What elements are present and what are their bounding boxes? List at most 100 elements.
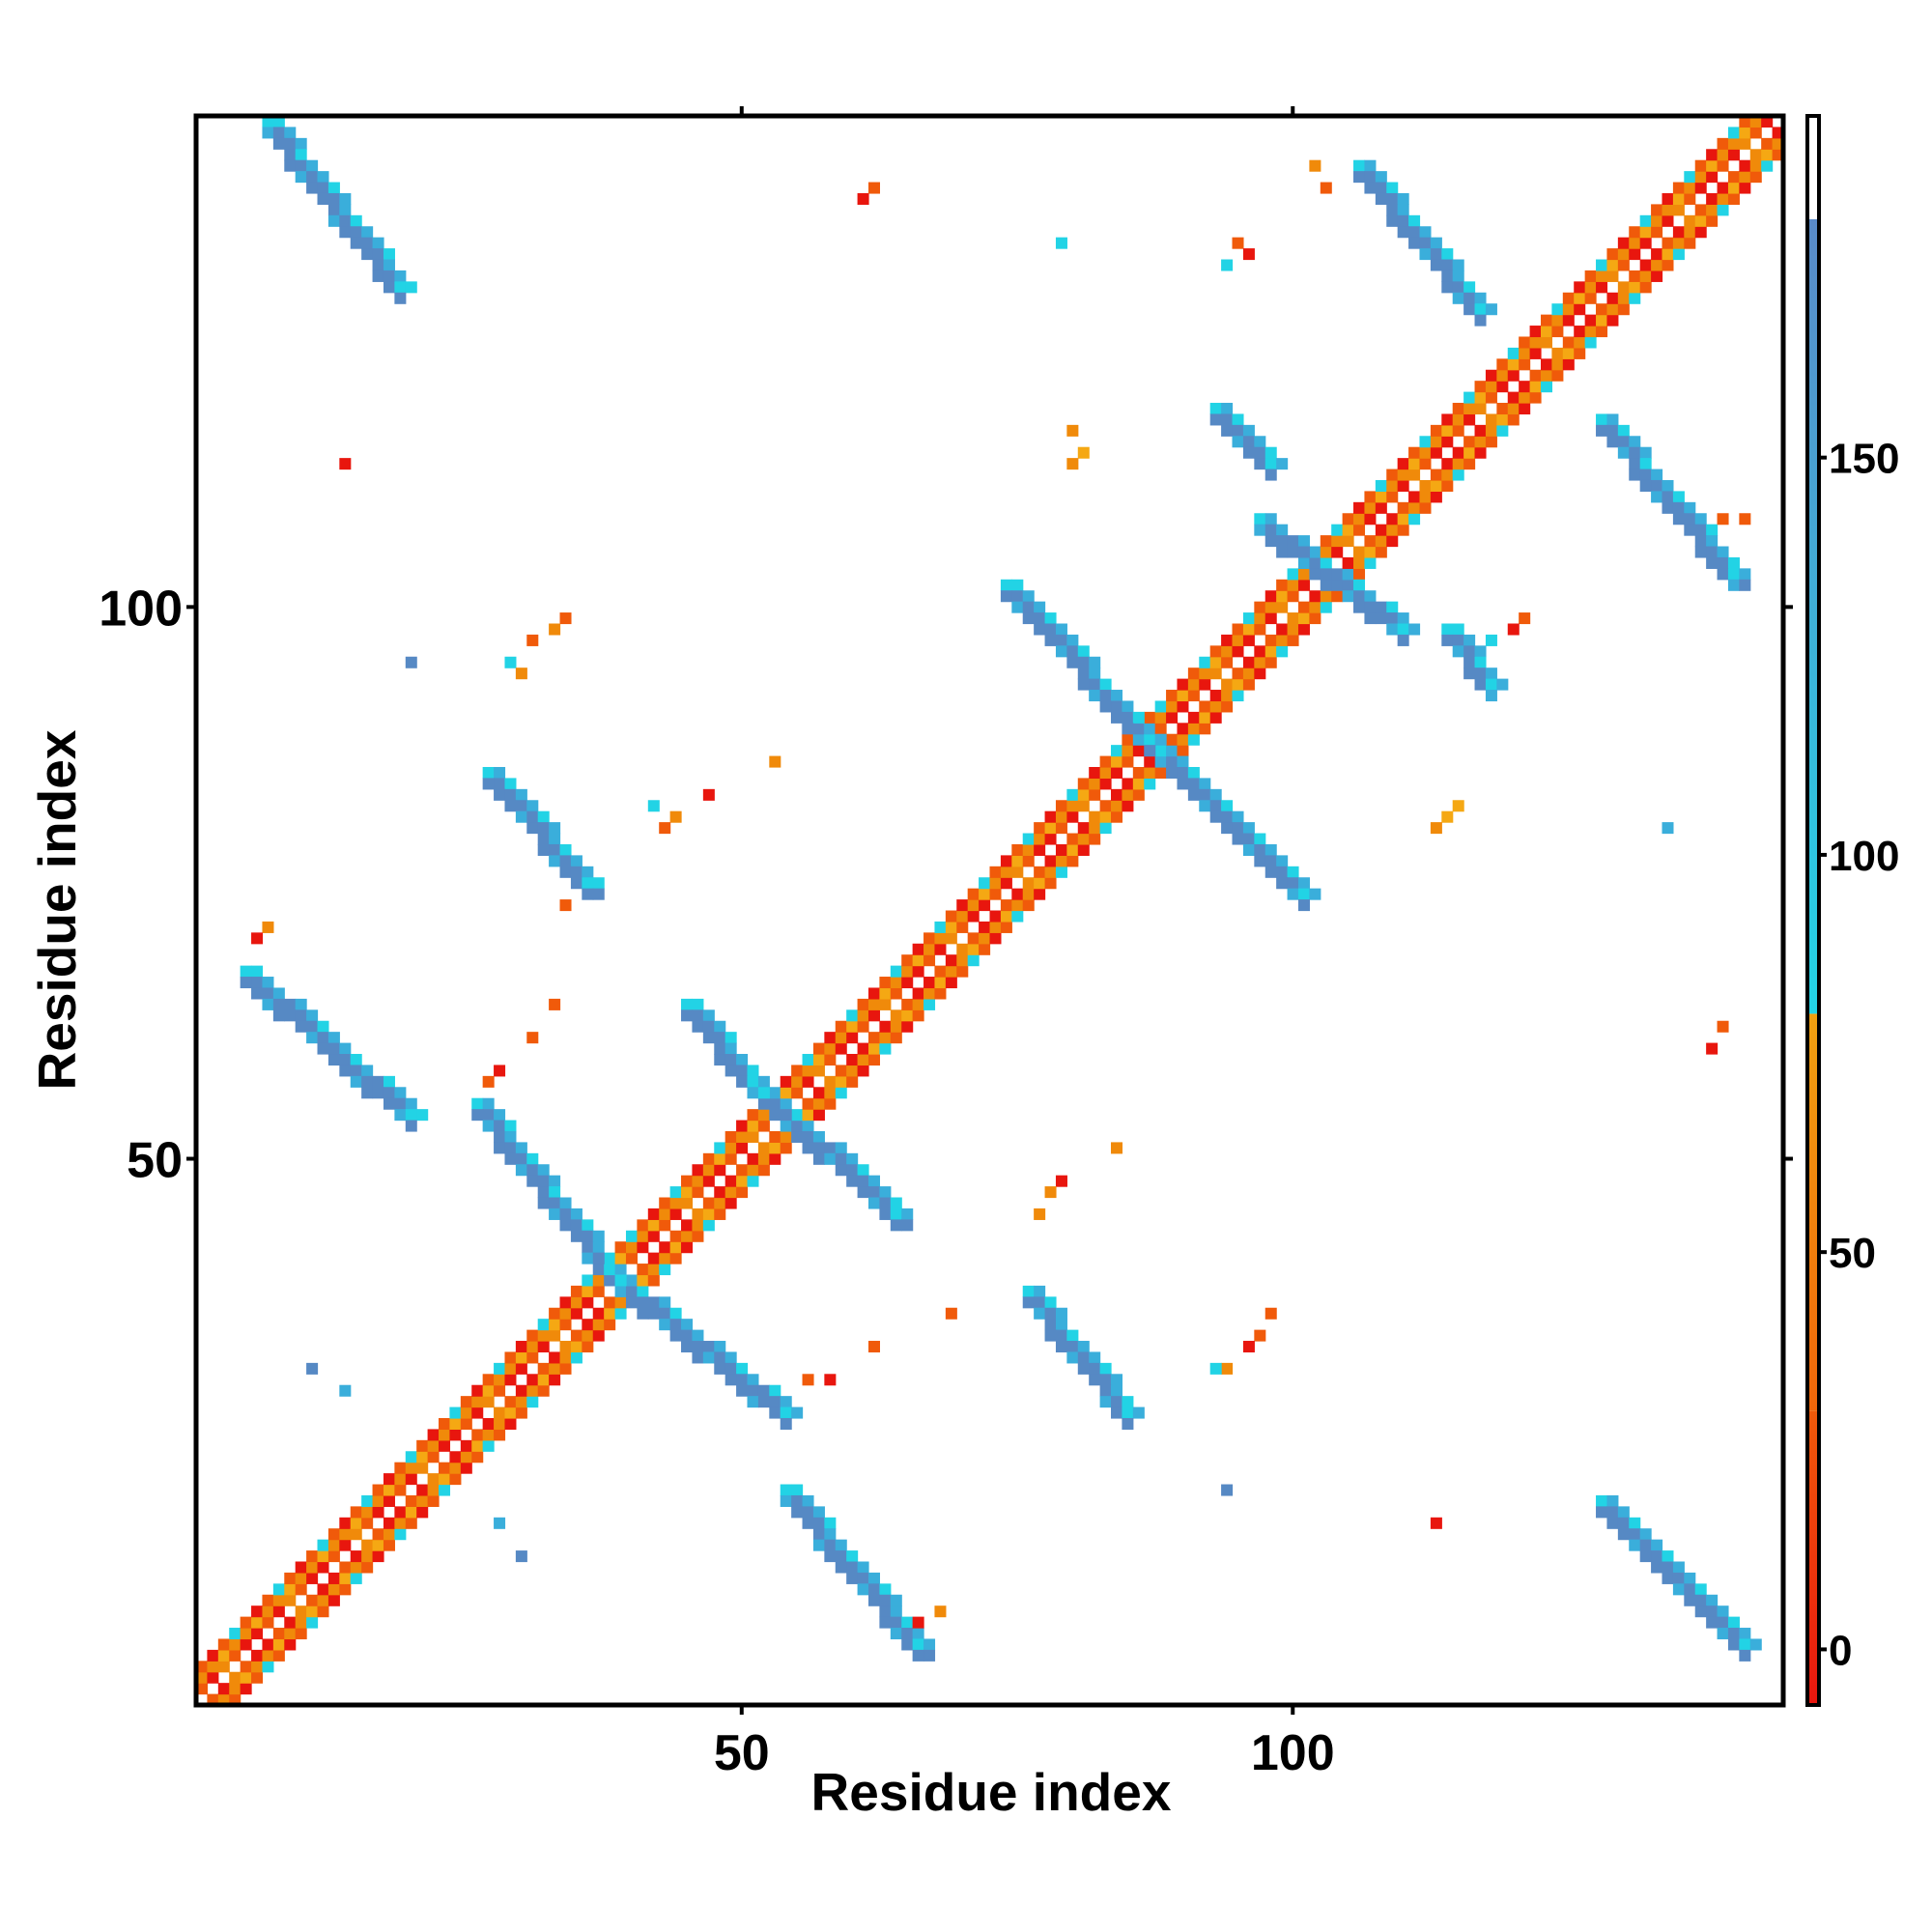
heatmap-cell — [637, 1241, 649, 1254]
heatmap-cell — [1132, 711, 1145, 724]
heatmap-cell — [747, 1396, 759, 1408]
heatmap-cell — [1242, 436, 1255, 448]
heatmap-cell — [1452, 292, 1464, 304]
heatmap-cell — [1077, 1341, 1090, 1353]
heatmap-cell — [956, 921, 969, 933]
heatmap-cell — [1044, 634, 1057, 646]
heatmap-cell — [1507, 358, 1520, 371]
heatmap-cell — [1242, 248, 1255, 261]
heatmap-cell — [526, 1396, 539, 1408]
heatmap-cell — [1596, 303, 1608, 316]
heatmap-cell — [582, 1319, 594, 1331]
heatmap-cell — [1011, 910, 1024, 923]
heatmap-cell — [1739, 1638, 1751, 1651]
heatmap-cell — [1397, 623, 1409, 636]
heatmap-cell — [295, 1572, 307, 1584]
heatmap-cell — [1408, 458, 1421, 470]
heatmap-cell — [1221, 259, 1234, 271]
heatmap-cell — [1474, 668, 1487, 680]
heatmap-cell — [802, 1130, 814, 1143]
heatmap-cell — [1264, 458, 1277, 470]
heatmap-cell — [1187, 788, 1200, 801]
heatmap-cell — [1706, 1616, 1719, 1629]
heatmap-cell — [1739, 182, 1751, 194]
heatmap-cell — [835, 1020, 847, 1033]
heatmap-cell — [405, 1473, 417, 1486]
heatmap-cell — [1463, 292, 1476, 304]
heatmap-cell — [1177, 733, 1189, 746]
heatmap-cell — [1055, 866, 1067, 878]
heatmap-cell — [1297, 546, 1310, 558]
heatmap-cell — [681, 998, 694, 1010]
heatmap-cell — [449, 1462, 462, 1474]
heatmap-cell — [1276, 590, 1289, 603]
heatmap-cell — [1551, 358, 1564, 371]
heatmap-cell — [1287, 866, 1299, 878]
heatmap-cells — [196, 116, 1783, 1705]
heatmap-cell — [405, 1506, 417, 1519]
heatmap-cell — [1739, 1649, 1751, 1662]
heatmap-cell — [1364, 612, 1377, 625]
heatmap-cell — [1408, 469, 1421, 481]
heatmap-cell — [317, 182, 329, 194]
heatmap-cell — [1474, 314, 1487, 327]
heatmap-cell — [494, 1406, 506, 1419]
heatmap-cell — [1474, 391, 1487, 404]
heatmap-cell — [295, 1628, 307, 1640]
heatmap-cell — [1276, 877, 1289, 890]
heatmap-cell — [979, 943, 991, 955]
heatmap-cell — [306, 1032, 319, 1044]
heatmap-cell — [284, 1594, 297, 1606]
heatmap-cell — [1287, 634, 1299, 646]
heatmap-cell — [1629, 458, 1641, 470]
heatmap-cell — [637, 1307, 649, 1320]
heatmap-cell — [1066, 788, 1079, 801]
heatmap-cell — [405, 1494, 417, 1507]
heatmap-cell — [317, 1550, 329, 1563]
heatmap-cell — [1022, 899, 1035, 912]
heatmap-cell — [1132, 778, 1145, 790]
heatmap-cell — [1199, 700, 1211, 713]
heatmap-cell — [361, 1075, 374, 1088]
heatmap-cell — [1441, 270, 1454, 282]
heatmap-cell — [604, 1307, 616, 1320]
heatmap-cell — [714, 1054, 726, 1066]
heatmap-cell — [217, 1649, 230, 1662]
heatmap-cell — [1727, 1638, 1740, 1651]
heatmap-cell — [1717, 556, 1729, 569]
heatmap-cell — [251, 965, 264, 978]
heatmap-cell — [1066, 855, 1079, 867]
heatmap-cell — [1596, 326, 1608, 338]
heatmap-cell — [1089, 656, 1101, 668]
heatmap-cell — [857, 1561, 869, 1574]
heatmap-cell — [1639, 469, 1652, 481]
heatmap-cell — [295, 159, 307, 172]
heatmap-cell — [383, 281, 395, 294]
heatmap-cell — [604, 1264, 616, 1276]
heatmap-cell — [1077, 822, 1090, 835]
heatmap-cell — [405, 1120, 417, 1132]
heatmap-cell — [724, 1054, 737, 1066]
heatmap-cell — [637, 1274, 649, 1287]
heatmap-cell — [1540, 326, 1552, 338]
heatmap-cell — [240, 1661, 252, 1673]
heatmap-cell — [1386, 535, 1399, 548]
heatmap-cell — [1342, 524, 1354, 536]
heatmap-cell — [934, 977, 947, 989]
heatmap-cell — [1055, 1319, 1067, 1331]
heatmap-cell — [439, 1462, 451, 1474]
heatmap-cell — [1242, 843, 1255, 856]
heatmap-cell — [1672, 248, 1685, 261]
heatmap-cell — [394, 1484, 407, 1496]
heatmap-cell — [537, 833, 550, 845]
heatmap-cell — [537, 1197, 550, 1209]
heatmap-cell — [791, 1506, 804, 1519]
heatmap-cell — [659, 1252, 671, 1264]
heatmap-cell — [1044, 822, 1057, 835]
heatmap-cell — [537, 1374, 550, 1386]
heatmap-cell — [956, 954, 969, 967]
heatmap-cell — [217, 1661, 230, 1673]
heatmap-cell — [1122, 733, 1134, 746]
heatmap-cell — [1331, 579, 1344, 591]
heatmap-cell — [1111, 745, 1123, 757]
